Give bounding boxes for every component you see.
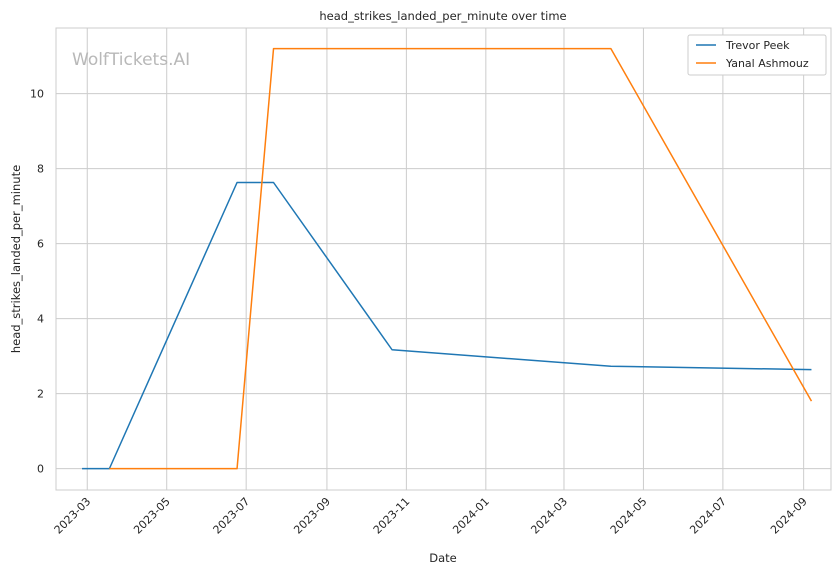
watermark: WolfTickets.AI bbox=[72, 50, 190, 70]
x-axis-label: Date bbox=[429, 551, 457, 565]
plot-area bbox=[55, 27, 832, 491]
y-tick-label: 10 bbox=[30, 88, 44, 101]
legend-label: Yanal Ashmouz bbox=[725, 57, 809, 70]
y-tick-label: 6 bbox=[37, 238, 44, 251]
y-tick-label: 4 bbox=[37, 313, 44, 326]
y-tick-label: 2 bbox=[37, 388, 44, 401]
legend-label: Trevor Peek bbox=[725, 39, 790, 52]
y-axis-label: head_strikes_landed_per_minute bbox=[9, 165, 23, 353]
series-line-2 bbox=[109, 47, 813, 470]
legend-box bbox=[687, 34, 827, 76]
y-tick-label: 0 bbox=[37, 463, 44, 476]
chart-title: head_strikes_landed_per_minute over time bbox=[319, 9, 566, 23]
y-tick-label: 8 bbox=[37, 163, 44, 176]
y-tick-labels: 0 2 4 6 8 10 bbox=[30, 88, 44, 476]
legend: Trevor Peek Yanal Ashmouz bbox=[687, 34, 827, 76]
series-layer bbox=[82, 47, 813, 470]
